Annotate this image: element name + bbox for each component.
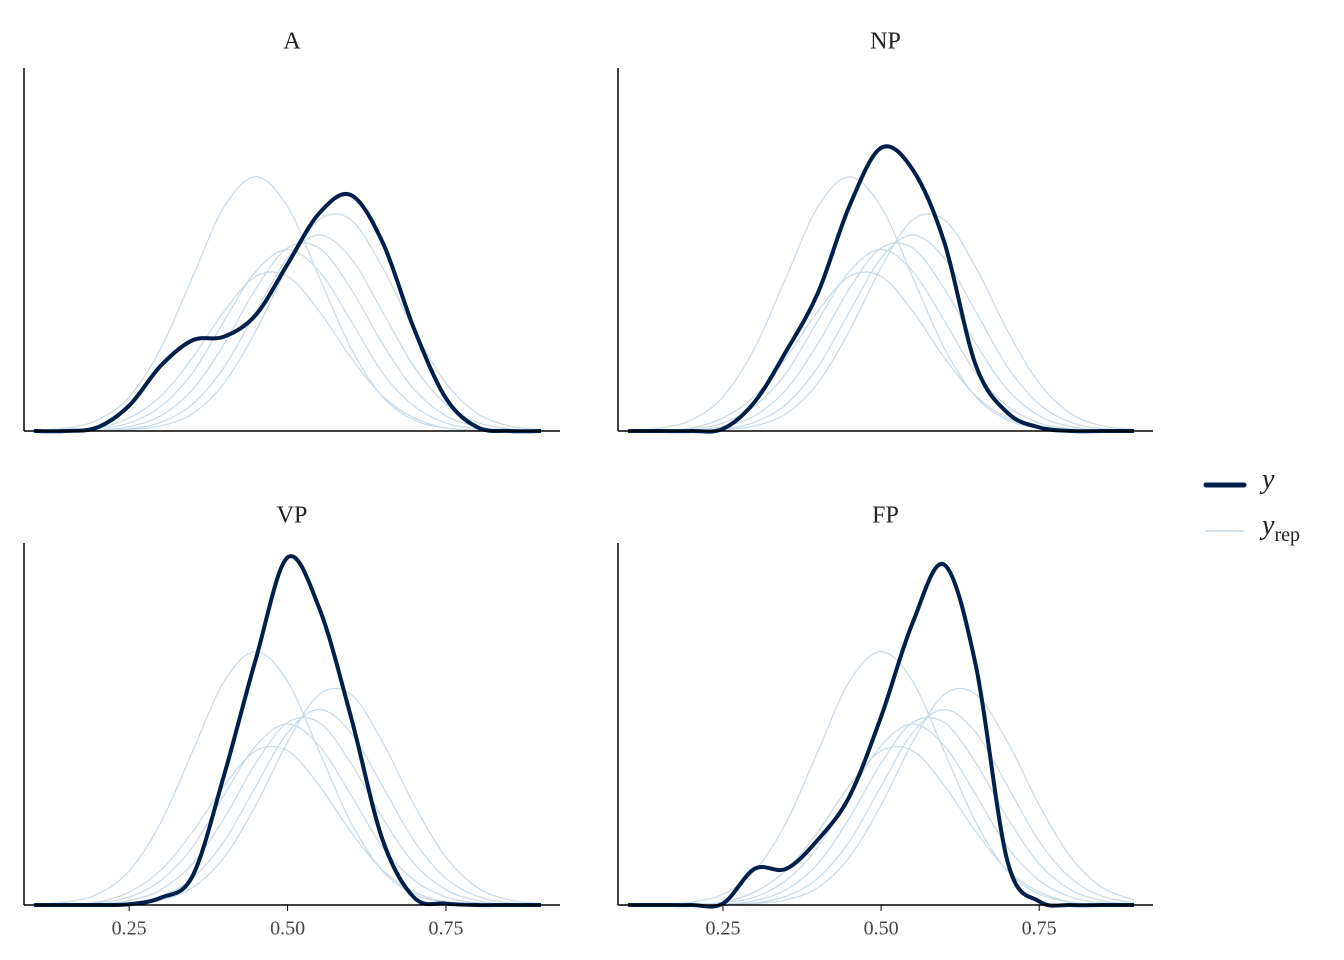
yrep-line — [628, 234, 1135, 432]
yrep-line — [34, 723, 542, 906]
x-tick-label: 0.75 — [1022, 918, 1057, 940]
legend-label: y — [1259, 464, 1275, 495]
x-tick-label: 0.25 — [112, 918, 147, 940]
yrep-line — [34, 213, 542, 432]
yrep-line — [628, 248, 1135, 432]
yrep-line — [628, 242, 1135, 432]
y-line — [34, 191, 541, 434]
panel-title: NP — [870, 29, 901, 55]
yrep-line — [628, 213, 1135, 432]
y-line — [628, 144, 1135, 434]
yrep-line — [34, 745, 541, 906]
x-tick-label: 0.50 — [864, 918, 899, 940]
y-line — [34, 554, 541, 908]
y-line — [628, 561, 1135, 909]
yrep-line — [628, 708, 1135, 906]
yrep-line — [628, 271, 1135, 432]
yrep-line — [34, 708, 542, 906]
panel-title: FP — [872, 503, 899, 529]
yrep-line — [34, 687, 542, 906]
panel-title: A — [283, 29, 301, 55]
legend-label-text: y — [1259, 510, 1275, 541]
yrep-line — [34, 271, 541, 432]
panel-title: VP — [277, 503, 308, 529]
yrep-line — [628, 745, 1135, 906]
yrep-line — [34, 651, 541, 906]
yrep-line — [34, 248, 542, 432]
x-tick-label: 0.75 — [428, 918, 463, 940]
yrep-line — [628, 651, 1135, 906]
x-tick-label: 0.50 — [270, 918, 305, 940]
legend-label-text: y — [1259, 464, 1275, 495]
legend-subscript: rep — [1274, 524, 1300, 546]
yrep-line — [34, 176, 541, 432]
yrep-line — [34, 716, 542, 906]
x-tick-label: 0.25 — [705, 918, 740, 940]
yrep-line — [34, 242, 542, 432]
legend-label: yrep — [1259, 510, 1300, 545]
yrep-line — [628, 176, 1135, 432]
